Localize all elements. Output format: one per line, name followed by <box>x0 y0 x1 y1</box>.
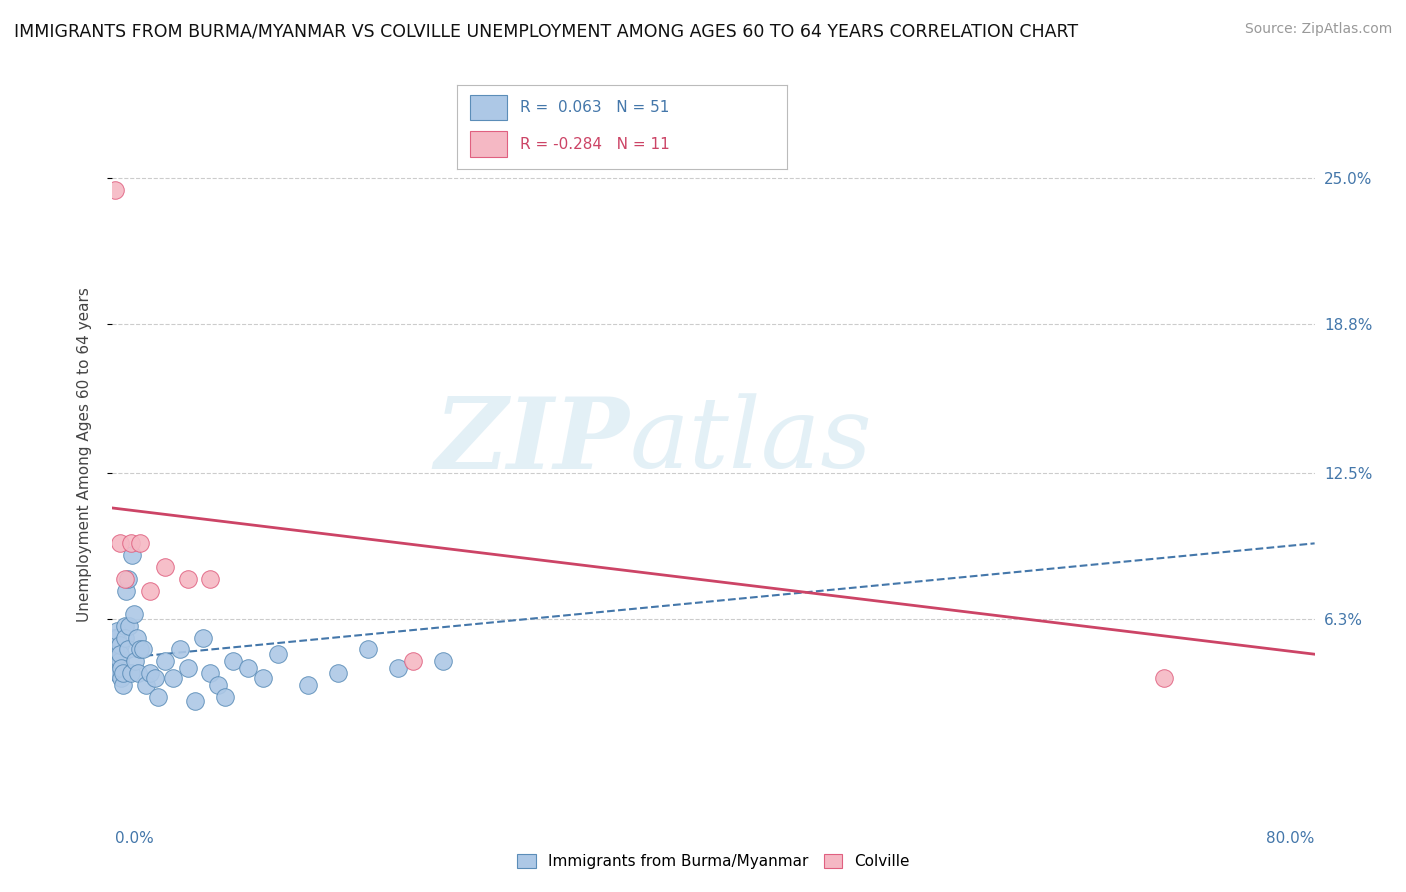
Point <box>146 690 169 704</box>
Point <box>108 638 131 652</box>
Point <box>118 619 141 633</box>
Point <box>297 678 319 692</box>
Point <box>115 583 138 598</box>
Point <box>114 572 136 586</box>
Point <box>117 572 139 586</box>
Point <box>432 654 454 668</box>
Point <box>105 624 128 638</box>
Point <box>198 572 221 586</box>
Text: R =  0.063   N = 51: R = 0.063 N = 51 <box>520 100 669 115</box>
Text: IMMIGRANTS FROM BURMA/MYANMAR VS COLVILLE UNEMPLOYMENT AMONG AGES 60 TO 64 YEARS: IMMIGRANTS FROM BURMA/MYANMAR VS COLVILL… <box>14 22 1078 40</box>
Point <box>104 654 127 668</box>
Point <box>184 694 207 708</box>
Point <box>326 666 349 681</box>
Point <box>111 678 134 692</box>
Point <box>120 666 142 681</box>
Point <box>117 642 139 657</box>
Point <box>143 671 166 685</box>
Point <box>198 666 221 681</box>
Point <box>176 661 198 675</box>
Point <box>191 631 214 645</box>
Point <box>207 678 229 692</box>
Point <box>162 671 184 685</box>
Bar <box>470 131 506 157</box>
Point <box>135 678 157 692</box>
Point <box>153 654 176 668</box>
Point <box>114 631 136 645</box>
Point <box>110 671 132 685</box>
Point <box>104 642 127 657</box>
Point <box>214 690 236 704</box>
Bar <box>470 95 506 120</box>
Legend: Immigrants from Burma/Myanmar, Colville: Immigrants from Burma/Myanmar, Colville <box>512 848 915 875</box>
Point <box>103 631 125 645</box>
Point <box>104 183 127 197</box>
Point <box>1153 671 1175 685</box>
Point <box>114 619 136 633</box>
Text: 80.0%: 80.0% <box>1267 831 1315 846</box>
Text: R = -0.284   N = 11: R = -0.284 N = 11 <box>520 136 669 152</box>
Point <box>107 666 129 681</box>
Point <box>108 654 131 668</box>
Point <box>267 647 290 661</box>
Point <box>128 642 150 657</box>
Point <box>387 661 409 675</box>
Point <box>120 536 142 550</box>
Point <box>108 536 131 550</box>
Point <box>125 631 148 645</box>
Point <box>110 661 132 675</box>
Text: atlas: atlas <box>630 393 872 489</box>
Point <box>124 654 146 668</box>
Text: 0.0%: 0.0% <box>115 831 155 846</box>
Point <box>127 666 149 681</box>
Point <box>139 666 162 681</box>
Point <box>105 666 128 681</box>
Point <box>236 661 259 675</box>
Point <box>139 583 162 598</box>
Point <box>402 654 425 668</box>
Point <box>176 572 198 586</box>
Point <box>128 536 150 550</box>
Text: ZIP: ZIP <box>434 392 630 489</box>
Point <box>105 631 128 645</box>
Point <box>252 671 274 685</box>
Point <box>121 548 143 562</box>
Text: Source: ZipAtlas.com: Source: ZipAtlas.com <box>1244 22 1392 37</box>
Point <box>131 642 153 657</box>
Point <box>222 654 245 668</box>
Y-axis label: Unemployment Among Ages 60 to 64 years: Unemployment Among Ages 60 to 64 years <box>77 287 91 623</box>
Point <box>108 647 131 661</box>
Point <box>105 661 128 675</box>
Point <box>111 666 134 681</box>
Point <box>169 642 191 657</box>
Point <box>153 560 176 574</box>
Point <box>122 607 145 621</box>
Point <box>357 642 380 657</box>
